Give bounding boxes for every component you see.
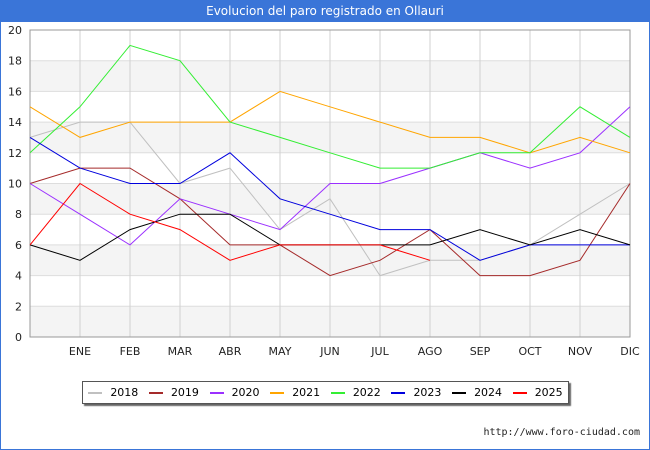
legend-item-2020: 2020 [209,386,260,399]
x-tick-label: ENE [69,345,91,358]
line-chart: 0 2 4 6 8 10 12 14 16 18 20 ENE FEB MAR ABR MAY JUN JUL AG… [8,24,640,358]
x-tick-label: MAR [168,345,193,358]
legend-swatch [270,391,285,394]
y-tick-label: 20 [8,24,22,37]
x-tick-label: AGO [418,345,443,358]
x-tick-label: JUN [319,345,340,358]
legend-item-2021: 2021 [270,386,320,399]
series-line-2020 [29,106,631,246]
legend-label: 2022 [352,386,381,399]
x-tick-label: JUL [370,345,389,358]
legend-item-2018: 2018 [88,386,138,399]
legend-label: 2024 [474,386,503,399]
y-tick-label: 12 [8,147,22,160]
legend-swatch [88,391,103,394]
y-tick-label: 16 [8,85,22,98]
y-tick-label: 2 [15,300,22,313]
legend-label: 2018 [110,386,139,399]
legend-swatch [330,391,345,394]
y-tick-label: 18 [8,55,22,68]
x-tick-label: DIC [620,345,640,358]
x-tick-label: FEB [120,345,141,358]
x-tick-label: OCT [518,345,541,358]
legend-item-2025: 2025 [512,386,563,399]
y-tick-label: 6 [15,239,22,252]
legend-item-2022: 2022 [330,386,381,399]
legend-label: 2025 [534,386,563,399]
y-tick-label: 4 [15,270,22,283]
legend-swatch [512,391,527,394]
y-tick-label: 0 [15,331,22,344]
legend-swatch [452,391,467,394]
legend-item-2024: 2024 [452,386,502,399]
series-line-2019 [29,167,631,277]
legend: 2018 2019 2020 2021 2022 2023 2024 2025 [82,381,569,404]
y-tick-label: 14 [8,116,22,129]
y-tick-label: 8 [15,208,22,221]
legend-label: 2020 [231,386,260,399]
legend-swatch [391,391,406,394]
y-tick-label: 10 [8,178,22,191]
legend-label: 2023 [413,386,442,399]
legend-label: 2019 [170,386,199,399]
x-tick-label: MAY [269,345,292,358]
legend-item-2023: 2023 [391,386,441,399]
series-line-2025 [29,182,431,261]
x-tick-label: NOV [568,345,593,358]
legend-swatch [209,391,224,394]
series-line-2022 [29,44,631,169]
source-url: http://www.foro-ciudad.com [483,427,640,438]
legend-swatch [148,391,163,394]
legend-item-2019: 2019 [148,386,199,399]
x-tick-label: SEP [470,345,491,358]
chart-title: Evolucion del paro registrado en Ollauri [0,0,650,22]
x-tick-label: ABR [219,345,242,358]
legend-label: 2021 [292,386,321,399]
